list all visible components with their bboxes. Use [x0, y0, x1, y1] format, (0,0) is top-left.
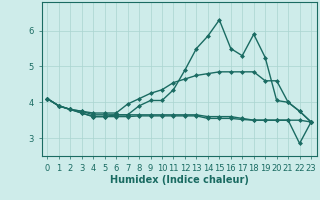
X-axis label: Humidex (Indice chaleur): Humidex (Indice chaleur) [110, 175, 249, 185]
